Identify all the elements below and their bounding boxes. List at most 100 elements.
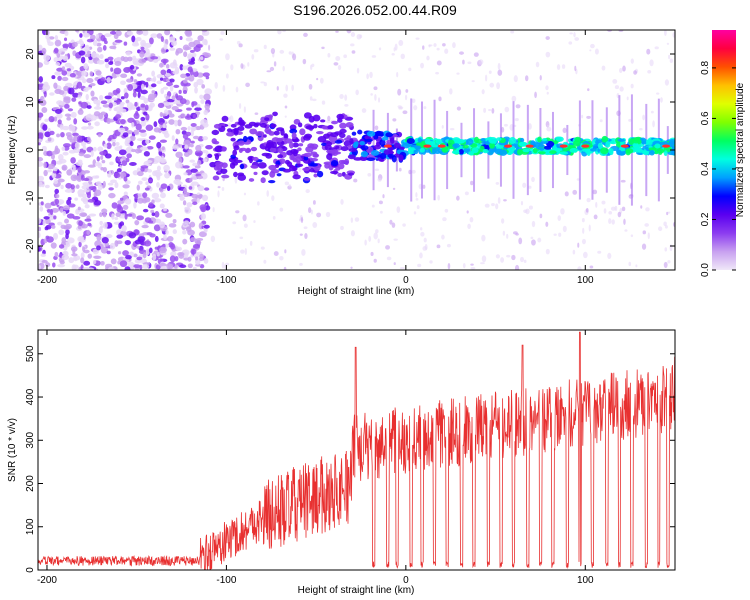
spectrogram-cell (215, 161, 224, 167)
spectrogram-cell (194, 165, 201, 169)
spectrogram-cell (177, 179, 181, 186)
spectrogram-cell (377, 177, 382, 182)
spectrogram-cell (298, 166, 302, 173)
spectrogram-cell (59, 207, 64, 213)
spectrogram-cell (71, 97, 77, 102)
spectrogram-cell (484, 74, 488, 82)
spectrogram-cell (466, 210, 469, 214)
spectrogram-cell (73, 81, 77, 89)
spectrogram-cell (288, 165, 297, 172)
spectrogram-cell (335, 166, 341, 171)
spectrogram-cell (197, 35, 204, 42)
spectrogram-cell (273, 130, 280, 136)
spectrogram-cell (243, 106, 246, 113)
spectrogram-cell (166, 81, 173, 87)
spectrogram-cell (549, 150, 557, 155)
spectrogram-cell (511, 95, 517, 102)
spectrogram-cell (374, 94, 377, 101)
spectrogram-cell (150, 33, 158, 39)
spectrogram-cell (378, 200, 383, 205)
spectrogram-cell (303, 32, 308, 37)
spectrogram-cell (496, 82, 501, 90)
spectrogram-cell (151, 192, 160, 199)
spectrogram-cell (589, 49, 592, 52)
spectrogram-cell (136, 138, 144, 142)
spectrogram-cell (424, 138, 431, 145)
spectrogram-cell (402, 110, 408, 115)
spectrogram-cell (189, 221, 196, 228)
spectrogram-cell (137, 180, 143, 185)
spectrogram-cell (261, 170, 269, 176)
spectrogram-cell (588, 224, 591, 232)
spectrogram-cell (199, 204, 207, 211)
spectrogram-cell (344, 104, 349, 107)
spectrogram-cell (340, 146, 349, 152)
spectrogram-cell (140, 116, 146, 122)
spectrogram-cell (504, 106, 510, 113)
spectrogram-cell (183, 188, 188, 193)
spectrogram-cell (190, 254, 194, 258)
spectrogram-cell (335, 30, 339, 33)
spectrogram-cell (420, 62, 424, 69)
spectrogram-cell (57, 119, 62, 125)
spectrogram-cell (356, 67, 360, 74)
spectrogram-cell (221, 146, 227, 152)
spectrogram-cell (259, 123, 268, 128)
spectrogram-cell (65, 182, 73, 189)
spectrogram-cell (346, 30, 352, 34)
spectrogram-cell (43, 216, 50, 220)
spectrogram-cell (38, 62, 43, 68)
spectrogram-cell (49, 92, 55, 96)
spectrogram-cell (539, 147, 545, 151)
spectrogram-cell (85, 113, 93, 121)
spectrogram-cell (217, 190, 220, 198)
spectrogram-cell (66, 213, 75, 219)
spectrogram-cell (102, 212, 107, 218)
spectrogram-cell (326, 141, 333, 147)
spectrogram-cell (203, 224, 210, 229)
spectrogram-cell (334, 151, 342, 155)
spectrogram-cell (292, 142, 300, 148)
spectrogram-cell (204, 88, 213, 95)
snr-y-tick-label: 100 (25, 518, 36, 535)
spectrogram-cell (279, 49, 285, 54)
spectrogram-cell (327, 115, 331, 122)
spectrogram-cell (108, 170, 112, 178)
spectrogram-cell (159, 139, 168, 143)
spectrogram-cell (178, 89, 182, 94)
spectrogram-cell (115, 99, 121, 105)
spectrogram-cell (136, 81, 143, 86)
spectrogram-cell (84, 204, 90, 209)
spectrogram-cell (192, 70, 199, 78)
spectrogram-cell (154, 235, 159, 243)
spectrogram-cell (194, 86, 198, 94)
spectrogram-cell (44, 131, 51, 138)
spectrogram-cell (261, 152, 270, 157)
spectrogram-cell (473, 136, 480, 144)
spectrogram-cell (305, 125, 315, 130)
spectrogram-cell (491, 203, 495, 207)
spectrogram-cell (593, 143, 598, 150)
spectrogram-cell (44, 184, 50, 189)
spectrogram-cell (190, 140, 195, 144)
spectrogram-cell (622, 65, 626, 72)
spectrogram-cell (93, 255, 102, 259)
spectrogram-cell (595, 201, 598, 208)
spectrogram-cell (522, 148, 530, 153)
spectrogram-cell (148, 247, 153, 254)
spectrogram-cell (352, 142, 358, 149)
spectrogram-cell (58, 244, 65, 249)
spectrogram-cell (78, 152, 85, 157)
spectrogram-cell (292, 174, 301, 180)
spectrogram-cell (115, 141, 120, 147)
spectrogram-cell (161, 129, 169, 135)
spectrogram-cell (156, 141, 162, 149)
spectrogram-cell (326, 149, 335, 154)
spectrogram-cell (605, 141, 611, 148)
spectrogram-cell (539, 75, 542, 81)
spectrogram-cell (531, 239, 536, 246)
spectrogram-cell (159, 203, 165, 209)
spectrogram-cell (189, 237, 196, 242)
spectrogram-cell (38, 76, 43, 83)
spectrogram-cell (106, 77, 111, 83)
